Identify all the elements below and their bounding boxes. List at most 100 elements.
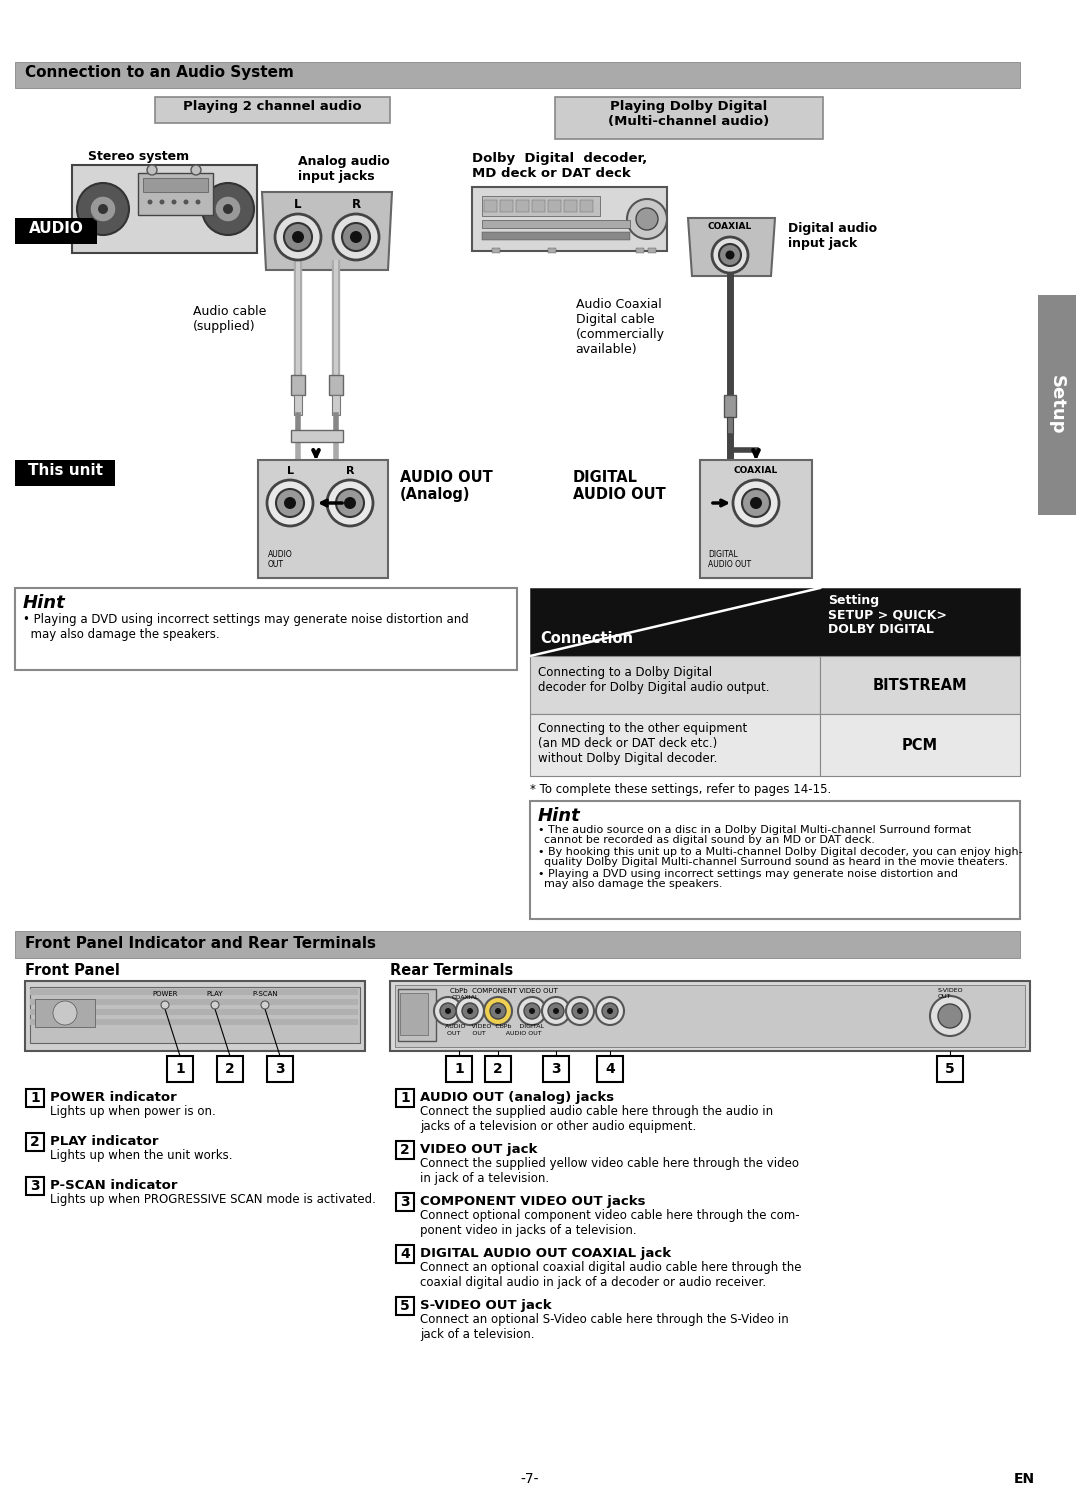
Text: COMPONENT VIDEO OUT jacks: COMPONENT VIDEO OUT jacks (420, 1194, 646, 1208)
Circle shape (211, 1000, 219, 1009)
Bar (26, 1088, 44, 1106)
Bar (530, 714, 820, 775)
Text: Front Panel Indicator and Rear Terminals: Front Panel Indicator and Rear Terminals (25, 936, 376, 951)
Circle shape (202, 183, 254, 236)
Text: Lights up when power is on.: Lights up when power is on. (50, 1105, 216, 1118)
Bar (15, 218, 97, 245)
Text: AUDIO
OUT: AUDIO OUT (268, 550, 293, 570)
Text: PCM: PCM (902, 738, 939, 753)
Circle shape (490, 1003, 507, 1018)
Bar (138, 173, 213, 215)
Bar (580, 200, 593, 212)
Bar (329, 376, 343, 395)
Text: BITSTREAM: BITSTREAM (873, 677, 968, 692)
Circle shape (636, 209, 658, 230)
Text: Connect an optional coaxial digital audio cable here through the
coaxial digital: Connect an optional coaxial digital audi… (420, 1261, 801, 1290)
Text: L: L (286, 467, 294, 476)
Circle shape (292, 231, 303, 243)
Circle shape (495, 1008, 501, 1014)
Text: 1: 1 (400, 1091, 410, 1105)
Text: Connection: Connection (540, 631, 633, 646)
Circle shape (161, 1000, 168, 1009)
Circle shape (542, 997, 570, 1024)
Circle shape (350, 231, 362, 243)
Bar (564, 200, 577, 212)
Text: P-SCAN: P-SCAN (253, 992, 278, 997)
Circle shape (456, 997, 484, 1024)
Bar (30, 999, 357, 1005)
Text: 2: 2 (400, 1144, 410, 1157)
Text: Dolby  Digital  decoder,
MD deck or DAT deck: Dolby Digital decoder, MD deck or DAT de… (472, 152, 647, 180)
Text: Connect an optional S-Video cable here through the S-Video in
jack of a televisi: Connect an optional S-Video cable here t… (420, 1314, 788, 1340)
Polygon shape (688, 218, 775, 276)
Text: 2: 2 (225, 1062, 234, 1077)
Text: DIGITAL AUDIO OUT COAXIAL jack: DIGITAL AUDIO OUT COAXIAL jack (420, 1246, 671, 1260)
Text: 1: 1 (175, 1062, 185, 1077)
Text: -7-: -7- (521, 1472, 539, 1487)
Bar (26, 1176, 44, 1194)
Bar (291, 429, 343, 441)
Bar (396, 1088, 414, 1106)
Text: COAXIAL: COAXIAL (734, 467, 778, 476)
Text: quality Dolby Digital Multi-channel Surround sound as heard in the movie theater: quality Dolby Digital Multi-channel Surr… (544, 857, 1009, 866)
Text: Connecting to a Dolby Digital
decoder for Dolby Digital audio output.: Connecting to a Dolby Digital decoder fo… (538, 666, 769, 693)
Text: Playing 2 channel audio: Playing 2 channel audio (183, 100, 362, 113)
Text: Digital audio
input jack: Digital audio input jack (788, 222, 877, 250)
Circle shape (191, 166, 201, 174)
Bar (35, 999, 95, 1027)
Bar (543, 1056, 569, 1082)
Circle shape (195, 200, 201, 204)
Text: • Playing a DVD using incorrect settings may generate noise distortion and: • Playing a DVD using incorrect settings… (538, 869, 958, 880)
Bar (472, 186, 667, 250)
Text: AUDIO OUT
(Analog): AUDIO OUT (Analog) (400, 470, 492, 502)
Bar (30, 1018, 357, 1024)
Circle shape (284, 224, 312, 250)
Text: Connection to an Audio System: Connection to an Audio System (25, 66, 294, 81)
Bar (15, 63, 1020, 88)
Bar (532, 200, 545, 212)
Circle shape (577, 1008, 583, 1014)
Bar (700, 461, 812, 579)
Text: * To complete these settings, refer to pages 14-15.: * To complete these settings, refer to p… (530, 783, 832, 796)
Circle shape (566, 997, 594, 1024)
Circle shape (215, 195, 241, 222)
Text: may also damage the speakers.: may also damage the speakers. (544, 880, 723, 889)
Circle shape (276, 489, 303, 517)
Bar (30, 1009, 357, 1015)
Text: SETUP > QUICK>
DOLBY DIGITAL: SETUP > QUICK> DOLBY DIGITAL (828, 608, 947, 637)
Bar (26, 1133, 44, 1151)
Bar (516, 200, 529, 212)
Text: Connect the supplied yellow video cable here through the video
in jack of a tele: Connect the supplied yellow video cable … (420, 1157, 799, 1185)
Circle shape (726, 250, 734, 259)
Text: AUDIO: AUDIO (28, 221, 83, 236)
Text: Connect optional component video cable here through the com-
ponent video in jac: Connect optional component video cable h… (420, 1209, 799, 1238)
Circle shape (445, 1008, 451, 1014)
Circle shape (77, 183, 129, 236)
Bar (143, 177, 208, 192)
Circle shape (327, 480, 373, 526)
Text: COAXIAL: COAXIAL (453, 994, 480, 1000)
Text: Playing Dolby Digital
(Multi-channel audio): Playing Dolby Digital (Multi-channel aud… (608, 100, 770, 128)
Bar (1038, 295, 1076, 514)
Text: S-VIDEO OUT jack: S-VIDEO OUT jack (420, 1299, 552, 1312)
Text: OUT      OUT          AUDIO OUT: OUT OUT AUDIO OUT (447, 1030, 542, 1036)
Bar (395, 986, 1025, 1047)
Text: Hint: Hint (538, 807, 581, 825)
Text: AUDIO   VIDEO  CbPb    DIGITAL: AUDIO VIDEO CbPb DIGITAL (445, 1024, 544, 1029)
Text: POWER: POWER (152, 992, 178, 997)
Circle shape (939, 1003, 962, 1027)
Bar (820, 714, 1020, 775)
Circle shape (462, 1003, 478, 1018)
Circle shape (733, 480, 779, 526)
Text: PLAY: PLAY (206, 992, 224, 997)
Bar (72, 166, 257, 253)
Bar (156, 97, 390, 122)
Text: R: R (346, 467, 354, 476)
Text: Hint: Hint (23, 593, 66, 611)
Text: • Playing a DVD using incorrect settings may generate noise distortion and
  may: • Playing a DVD using incorrect settings… (23, 613, 469, 641)
Circle shape (98, 204, 108, 215)
Circle shape (261, 1000, 269, 1009)
Text: 3: 3 (275, 1062, 285, 1077)
Bar (267, 1056, 293, 1082)
Bar (482, 221, 630, 228)
